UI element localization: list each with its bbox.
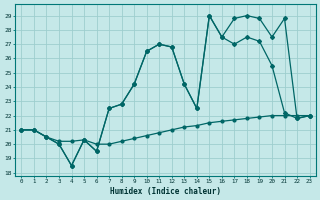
X-axis label: Humidex (Indice chaleur): Humidex (Indice chaleur) (110, 187, 221, 196)
